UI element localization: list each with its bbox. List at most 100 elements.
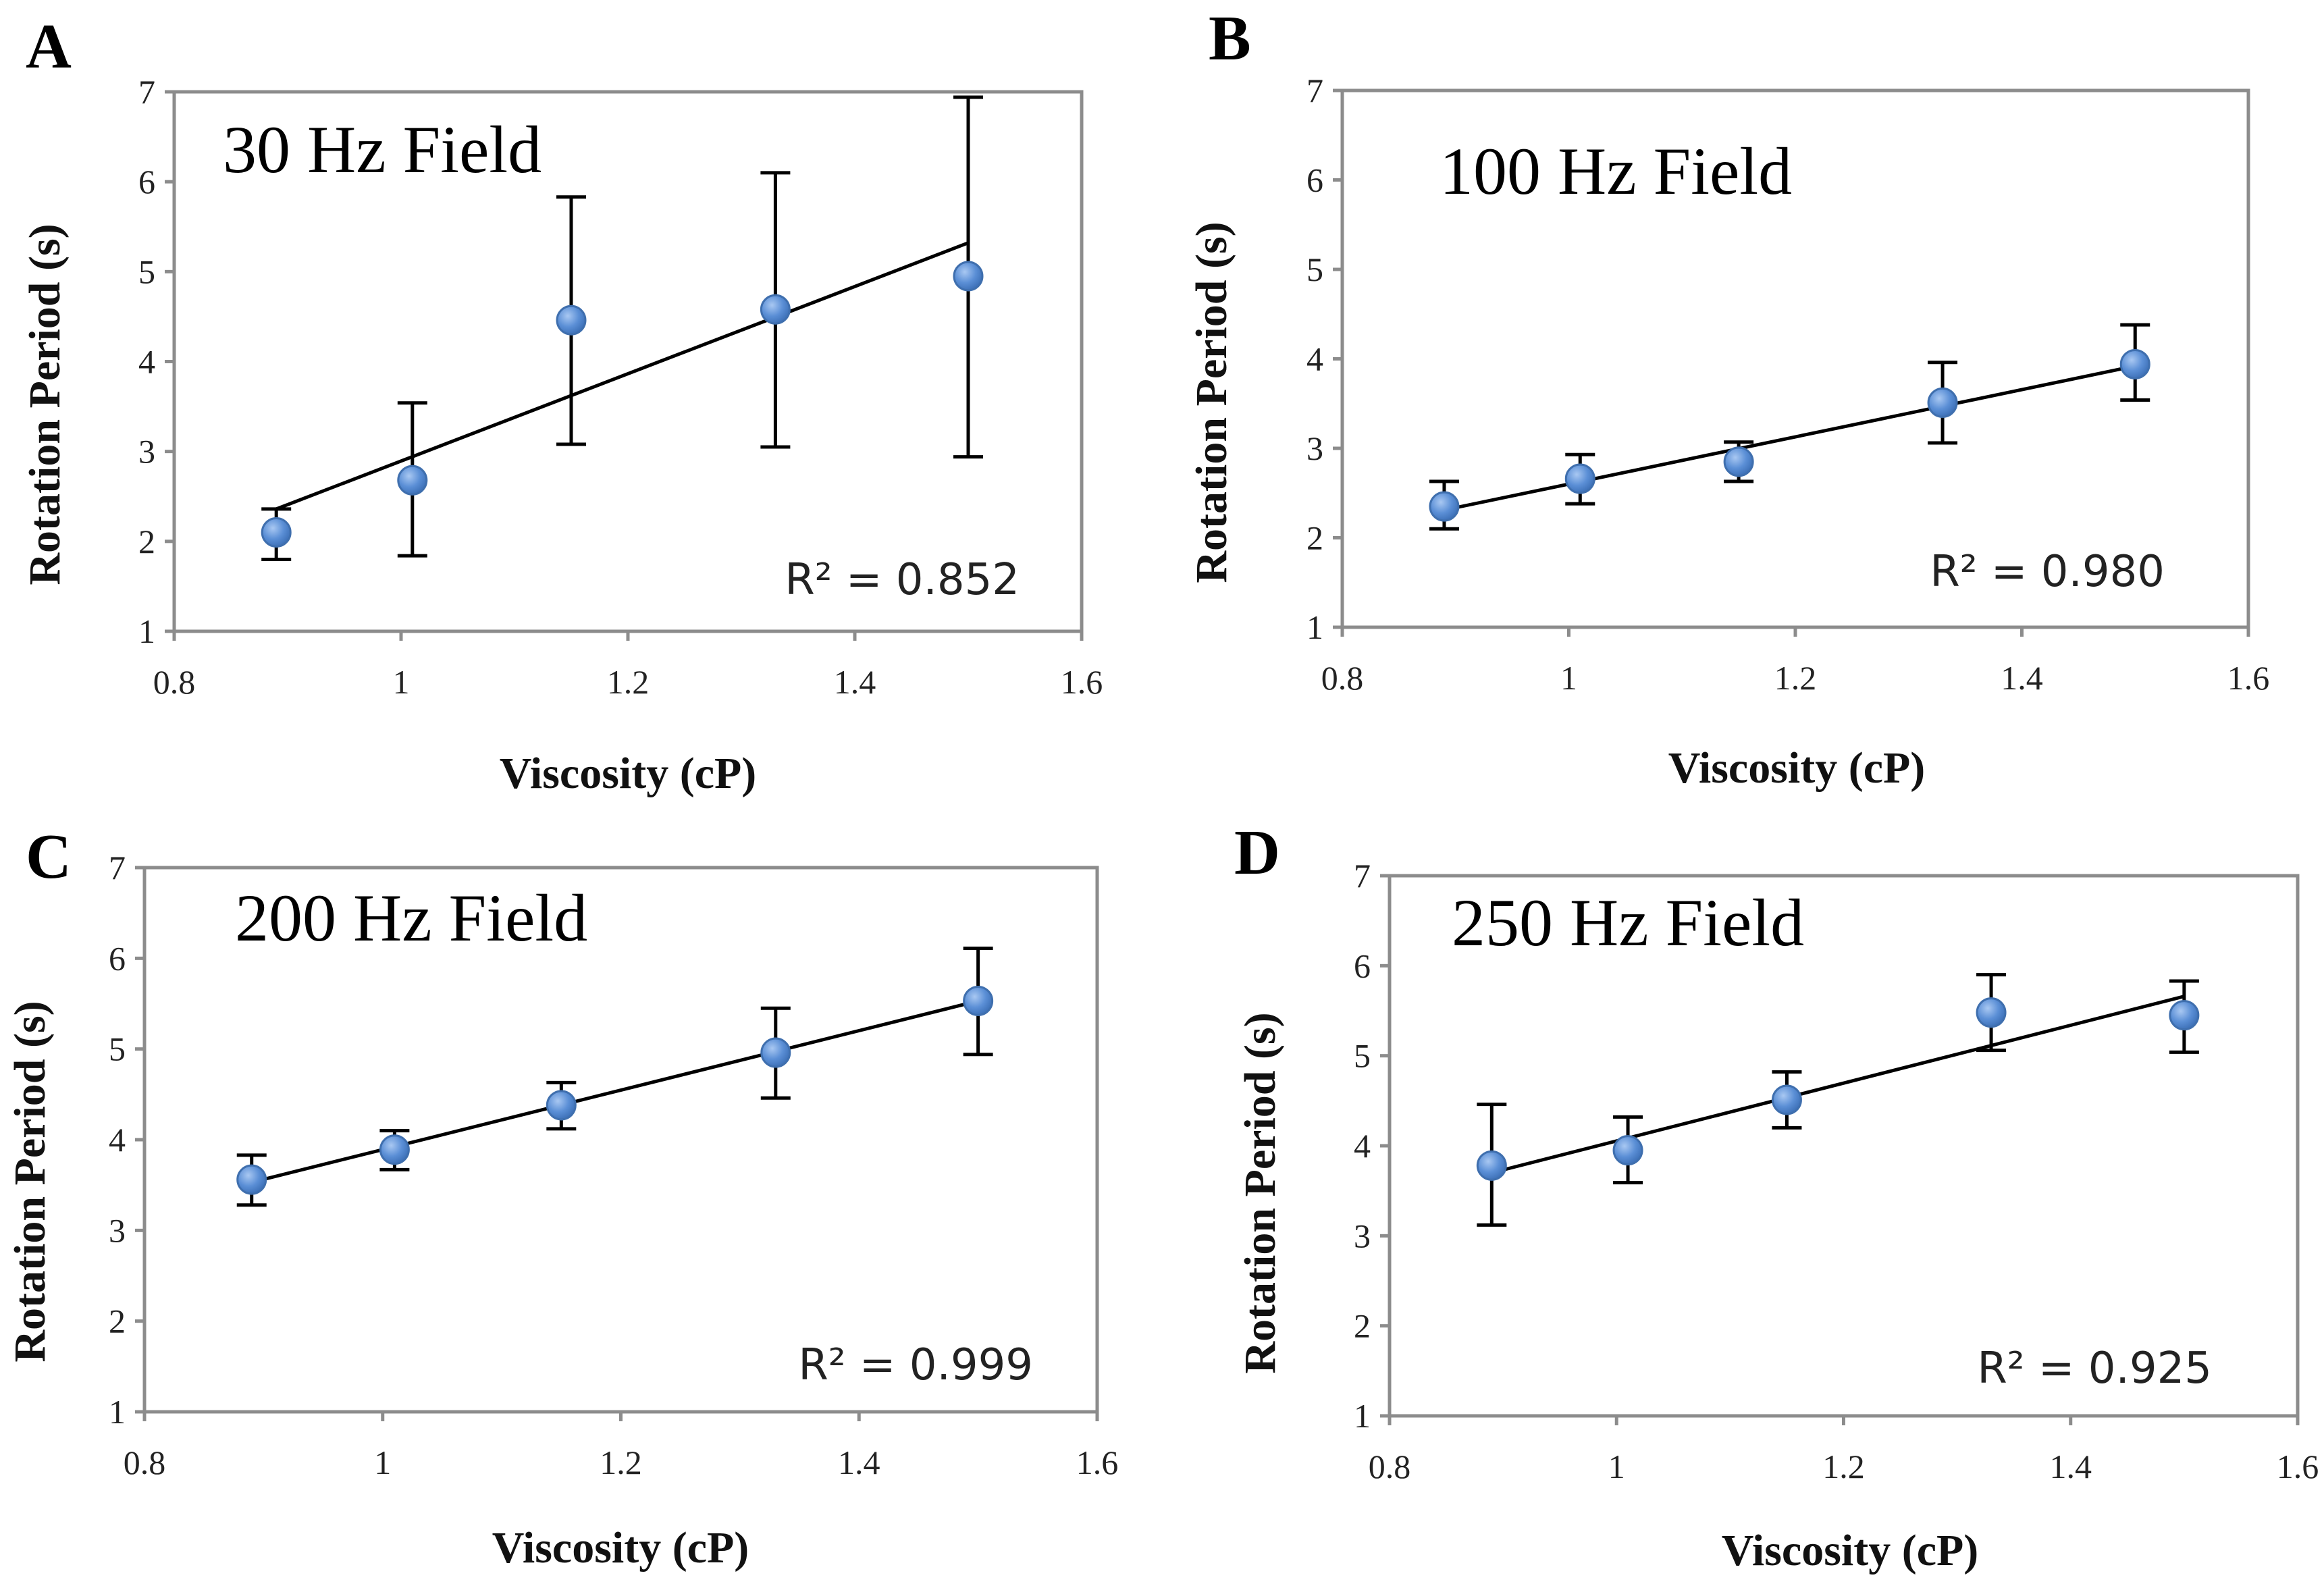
x-axis-title: Viscosity (cP) xyxy=(492,1523,749,1572)
trend-line xyxy=(1491,995,2185,1175)
data-point xyxy=(1564,463,1595,494)
data-point xyxy=(1771,1084,1802,1115)
y-tick-label: 3 xyxy=(1354,1217,1371,1254)
x-tick-label: 0.8 xyxy=(153,663,196,701)
trend-line xyxy=(251,999,979,1184)
plot-area: 1 2 3 4 5 6 7 0.8 1 1.2 1.4 1.6 xyxy=(109,849,1118,1481)
x-tick-label: 0.8 xyxy=(124,1444,166,1481)
data-point xyxy=(953,261,984,292)
y-tick-label: 4 xyxy=(1306,340,1323,378)
y-tick-label: 1 xyxy=(1354,1397,1371,1435)
x-tick-label: 1.4 xyxy=(2050,1448,2092,1485)
panel-title: 200 Hz Field xyxy=(235,880,587,955)
data-point xyxy=(1476,1150,1507,1181)
panel-letter: D xyxy=(1234,818,1280,888)
plot-area: 1 2 3 4 5 6 7 0.8 1 1.2 1.4 1.6 xyxy=(1354,857,2319,1485)
y-axis-title: Rotation Period (s) xyxy=(20,223,70,585)
y-axis-title: Rotation Period (s) xyxy=(1236,1012,1285,1373)
data-point xyxy=(2169,1000,2200,1031)
data-point xyxy=(1612,1135,1643,1166)
y-tick-label: 2 xyxy=(1354,1307,1371,1345)
x-tick-label: 1.6 xyxy=(1076,1444,1119,1481)
y-tick-label: 6 xyxy=(1354,947,1371,984)
x-tick-label: 1.2 xyxy=(1774,659,1817,697)
y-tick-label: 4 xyxy=(1354,1127,1371,1165)
data-point xyxy=(1976,997,2007,1028)
data-point xyxy=(397,465,428,496)
y-tick-label: 5 xyxy=(1306,250,1323,288)
x-axis-title: Viscosity (cP) xyxy=(1668,743,1926,793)
x-tick-label: 1.6 xyxy=(1061,663,1103,701)
data-point xyxy=(760,294,791,325)
x-tick-label: 1.2 xyxy=(607,663,650,701)
y-tick-label: 1 xyxy=(138,612,155,650)
panel-d: D Rotation Period (s) Viscosity (cP) 250… xyxy=(1234,818,2212,1575)
x-axis-title: Viscosity (cP) xyxy=(500,749,757,798)
x-axis-title: Viscosity (cP) xyxy=(1722,1526,1979,1575)
data-point xyxy=(236,1164,267,1195)
panel-c: C Rotation Period (s) Viscosity (cP) 200… xyxy=(5,822,1033,1572)
y-tick-label: 2 xyxy=(109,1302,126,1340)
y-tick-label: 7 xyxy=(109,849,126,887)
r-squared-label: R² = 0.925 xyxy=(1977,1344,2212,1394)
y-tick-label: 5 xyxy=(1354,1037,1371,1075)
y-tick-label: 6 xyxy=(109,939,126,977)
x-tick-label: 1.4 xyxy=(838,1444,880,1481)
y-tick-label: 7 xyxy=(1354,857,1371,895)
y-tick-label: 5 xyxy=(138,253,155,290)
r-squared-label: R² = 0.999 xyxy=(798,1340,1033,1390)
panel-a: A Rotation Period (s) Viscosity (cP) 30 … xyxy=(20,11,1020,798)
panel-letter: A xyxy=(26,11,72,82)
x-tick-label: 1 xyxy=(393,663,410,701)
data-point xyxy=(379,1134,410,1165)
panel-title: 250 Hz Field xyxy=(1452,885,1804,960)
x-tick-label: 1.2 xyxy=(600,1444,642,1481)
panel-letter: C xyxy=(26,822,72,892)
y-tick-label: 3 xyxy=(109,1211,126,1249)
data-point xyxy=(2119,348,2150,379)
x-tick-label: 1 xyxy=(1608,1448,1625,1485)
data-point xyxy=(546,1090,577,1121)
data-point xyxy=(963,985,994,1016)
panel-b: B Rotation Period (s) Viscosity (cP) 100… xyxy=(1187,3,2165,793)
y-tick-label: 6 xyxy=(138,163,155,201)
x-tick-label: 1 xyxy=(374,1444,391,1481)
y-tick-label: 4 xyxy=(138,343,155,381)
x-tick-label: 0.8 xyxy=(1321,659,1364,697)
plot-area: 1 2 3 4 5 6 7 0.8 1 1.2 1.4 1.6 xyxy=(1306,72,2269,697)
y-tick-label: 2 xyxy=(138,523,155,560)
x-tick-label: 1.4 xyxy=(834,663,876,701)
y-tick-label: 3 xyxy=(1306,429,1323,467)
y-tick-label: 3 xyxy=(138,433,155,471)
x-tick-label: 1.2 xyxy=(1822,1448,1865,1485)
plot-area: 1 2 3 4 5 6 7 0.8 1 1.2 1.4 1.6 xyxy=(138,73,1103,701)
y-tick-label: 7 xyxy=(1306,72,1323,109)
x-tick-label: 1 xyxy=(1560,659,1577,697)
trend-line xyxy=(1444,364,2136,512)
trend-line xyxy=(275,241,969,511)
y-tick-label: 2 xyxy=(1306,519,1323,557)
panel-title: 30 Hz Field xyxy=(223,112,542,187)
y-tick-label: 4 xyxy=(109,1121,126,1159)
data-point xyxy=(1429,491,1460,522)
x-tick-label: 1.6 xyxy=(2227,659,2270,697)
panel-letter: B xyxy=(1209,3,1251,74)
x-tick-label: 1.6 xyxy=(2277,1448,2319,1485)
data-point xyxy=(261,517,292,548)
y-tick-label: 7 xyxy=(138,73,155,111)
data-point xyxy=(760,1037,791,1068)
data-point xyxy=(556,305,587,336)
y-tick-label: 1 xyxy=(109,1393,126,1431)
r-squared-label: R² = 0.852 xyxy=(785,555,1020,605)
y-tick-label: 1 xyxy=(1306,608,1323,646)
y-tick-label: 6 xyxy=(1306,161,1323,199)
data-point xyxy=(1927,387,1958,418)
y-axis-title: Rotation Period (s) xyxy=(5,1001,55,1362)
y-axis-title: Rotation Period (s) xyxy=(1187,221,1236,583)
x-tick-label: 1.4 xyxy=(2001,659,2043,697)
y-tick-label: 5 xyxy=(109,1030,126,1068)
x-tick-label: 0.8 xyxy=(1369,1448,1411,1485)
r-squared-label: R² = 0.980 xyxy=(1930,547,2165,597)
data-point xyxy=(1723,446,1754,477)
